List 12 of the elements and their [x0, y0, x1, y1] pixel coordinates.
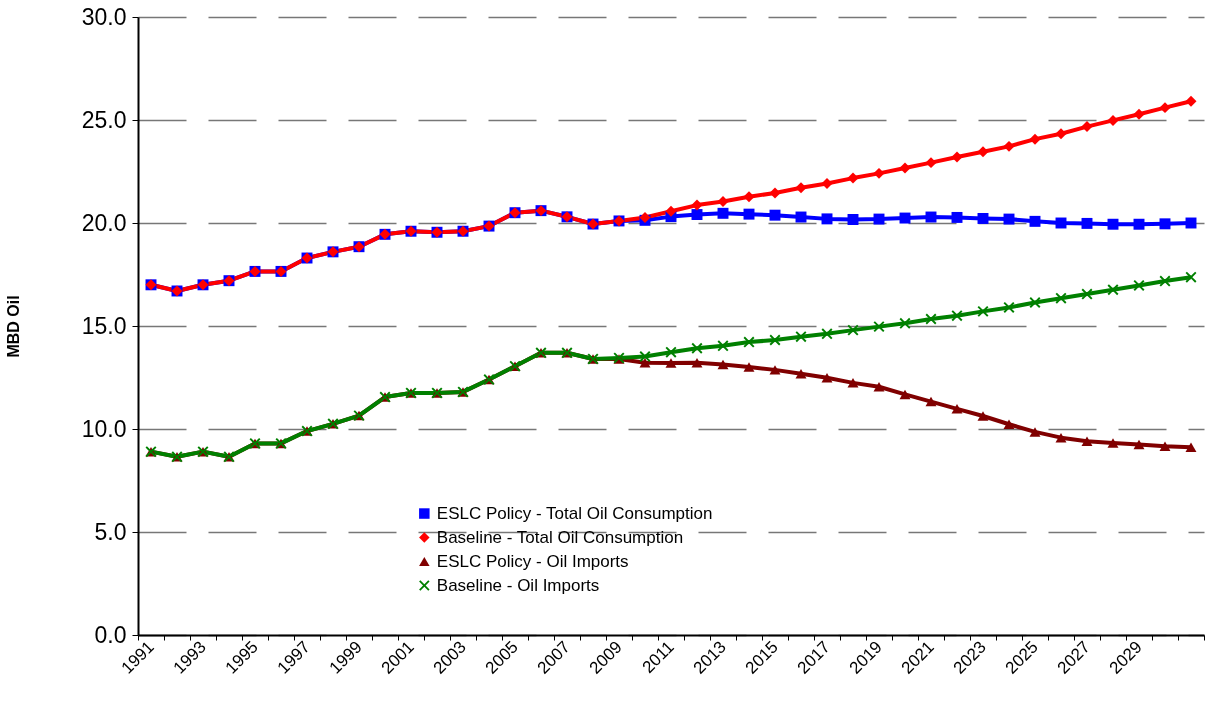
y-tick-label: 5.0 — [94, 518, 127, 545]
y-tick-label: 0.0 — [94, 621, 127, 648]
y-tick-label: 20.0 — [81, 209, 127, 236]
y-tick-label: 15.0 — [81, 312, 127, 339]
legend-label: ESLC Policy - Oil Imports — [436, 551, 629, 571]
legend-label: Baseline - Total Oil Consumption — [436, 527, 684, 547]
y-tick-label: 25.0 — [81, 106, 127, 133]
legend-label: Baseline - Oil Imports — [436, 575, 600, 595]
y-tick-label: 30.0 — [81, 3, 127, 30]
legend-label: ESLC Policy - Total Oil Consumption — [436, 503, 713, 523]
y-tick-label: 10.0 — [81, 415, 127, 442]
y-axis-title: MBD Oil — [4, 295, 22, 358]
